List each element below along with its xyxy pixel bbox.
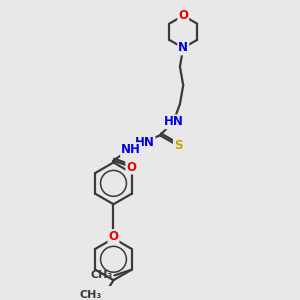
Text: O: O <box>126 160 136 174</box>
Text: N: N <box>178 41 188 54</box>
Text: CH₃: CH₃ <box>90 270 112 280</box>
Text: S: S <box>174 139 182 152</box>
Text: O: O <box>109 230 118 243</box>
Text: HN: HN <box>164 115 183 128</box>
Text: HN: HN <box>135 136 155 149</box>
Text: O: O <box>178 9 188 22</box>
Text: CH₃: CH₃ <box>80 290 102 300</box>
Text: NH: NH <box>121 143 141 156</box>
